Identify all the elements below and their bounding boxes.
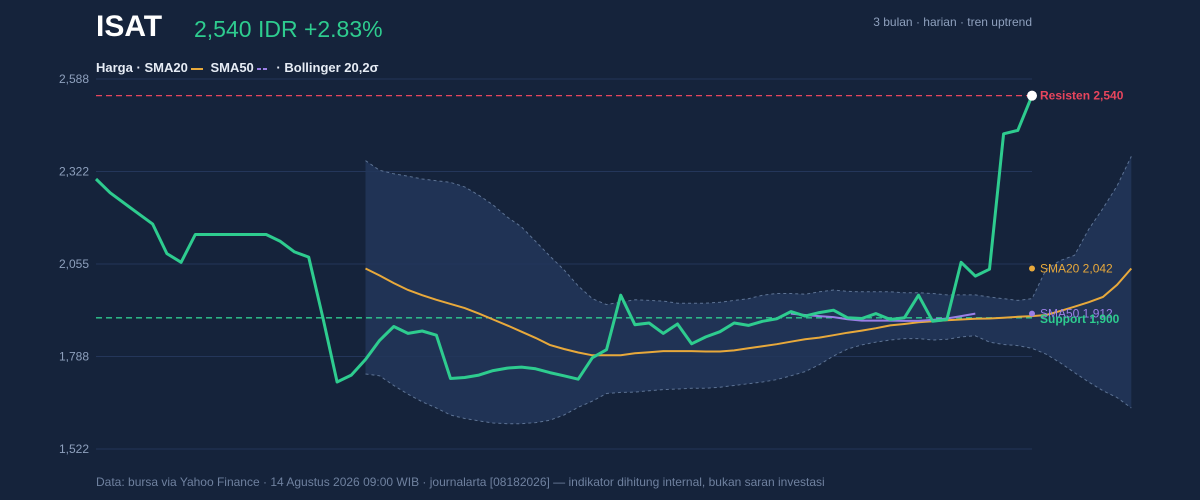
sma20-line <box>365 267 1133 357</box>
bollinger-upper-line <box>365 156 1132 306</box>
price-change: 2,540 IDR +2.83% <box>194 16 383 42</box>
sma50-end-marker <box>1029 310 1035 317</box>
legend-sma20-swatch <box>190 67 203 70</box>
legend-price: Harga <box>96 60 133 75</box>
legend-sma20: SMA20 <box>144 60 188 75</box>
footer-note: Data: bursa via Yahoo Finance · 14 Agust… <box>96 475 825 489</box>
legend-bollinger: · Bollinger 20,2σ <box>276 60 379 75</box>
sma20-end-marker <box>1029 265 1035 272</box>
y-tick-label: 1,788 <box>59 350 89 364</box>
sma20-label: SMA20 2,042 <box>1040 262 1113 276</box>
bollinger-lower-line <box>365 335 1132 425</box>
chart-legend: Harga · SMA20 SMA50 · Bollinger 20,2σ <box>96 60 379 75</box>
support-label: Support 1,900 <box>1040 312 1120 326</box>
legend-separator: · <box>136 60 141 75</box>
chart-meta: 3 bulan · harian · tren uptrend <box>873 15 1032 29</box>
price-line <box>94 95 1034 384</box>
bollinger-band <box>365 156 1132 424</box>
sma50-label: SMA50 1,912 <box>1040 307 1113 321</box>
resistance-label: Resisten 2,540 <box>1040 89 1124 103</box>
y-tick-label: 1,522 <box>59 442 89 456</box>
y-tick-label: 2,055 <box>59 257 89 271</box>
y-tick-label: 2,322 <box>59 165 89 179</box>
y-tick-label: 2,588 <box>59 72 89 86</box>
ticker-title: ISAT <box>96 10 163 43</box>
legend-sma50: SMA50 <box>210 60 254 75</box>
last-price-marker <box>1027 90 1037 101</box>
legend-sma50-swatch <box>256 67 269 70</box>
